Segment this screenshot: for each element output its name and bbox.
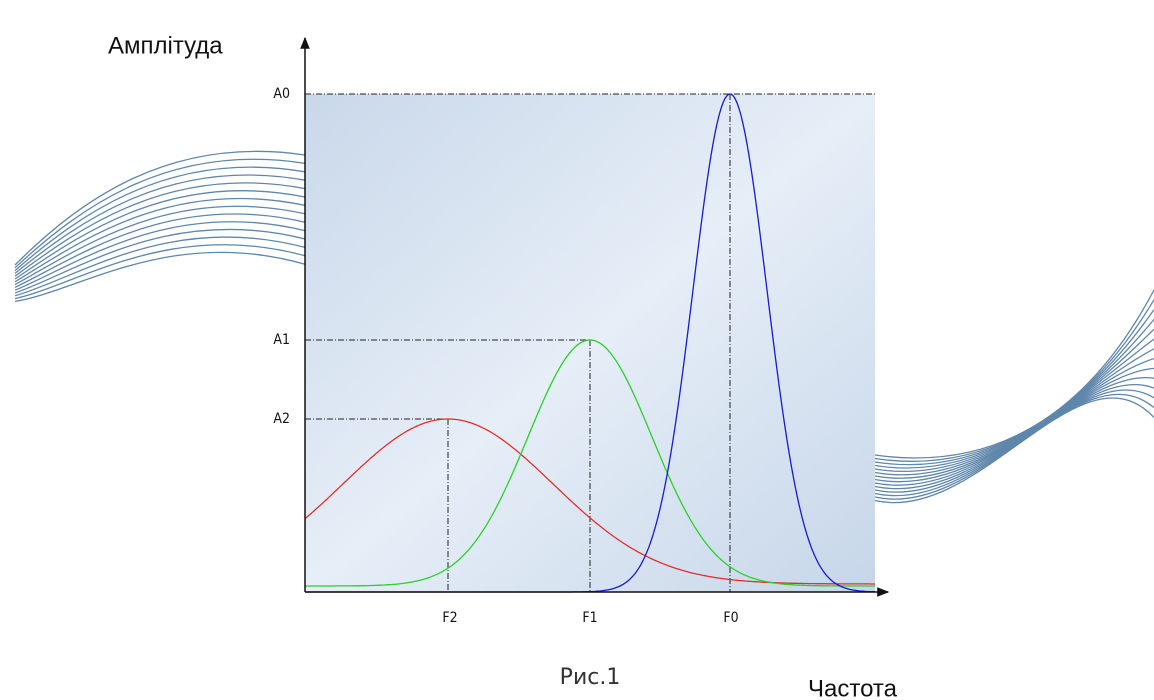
decorative-waves [14, 150, 1154, 504]
wave-line [874, 299, 1154, 462]
wave-line [14, 189, 306, 280]
wave-line [14, 150, 306, 266]
wave-line [14, 197, 306, 283]
wave-line [14, 182, 306, 277]
caption: Рис.1 [560, 665, 621, 690]
level-label: A2 [273, 411, 290, 427]
wave-line [14, 166, 306, 272]
wave-line [874, 309, 1154, 466]
wave-line [14, 221, 306, 291]
y-axis-label: Амплітуда [108, 32, 223, 59]
curve-green [305, 339, 875, 587]
x-axis-label: Частота [808, 675, 898, 700]
wave-line [14, 205, 306, 286]
wave-line [874, 357, 1154, 483]
level-label: A1 [273, 332, 290, 348]
curve-red [304, 418, 875, 585]
wave-line [14, 174, 306, 274]
frequency-label: F0 [723, 610, 738, 626]
wave-line [874, 289, 1154, 459]
wave-line [14, 244, 306, 300]
wave-line [14, 251, 306, 303]
level-label: A0 [273, 86, 290, 102]
plot [300, 36, 890, 597]
frequency-label: F1 [582, 610, 597, 626]
wave-line [14, 213, 306, 288]
frequency-label: F2 [442, 610, 457, 626]
wave-line [874, 397, 1154, 504]
wave-line [14, 228, 306, 294]
wave-line [874, 328, 1154, 472]
wave-line [14, 158, 306, 269]
wave-line [14, 236, 306, 297]
